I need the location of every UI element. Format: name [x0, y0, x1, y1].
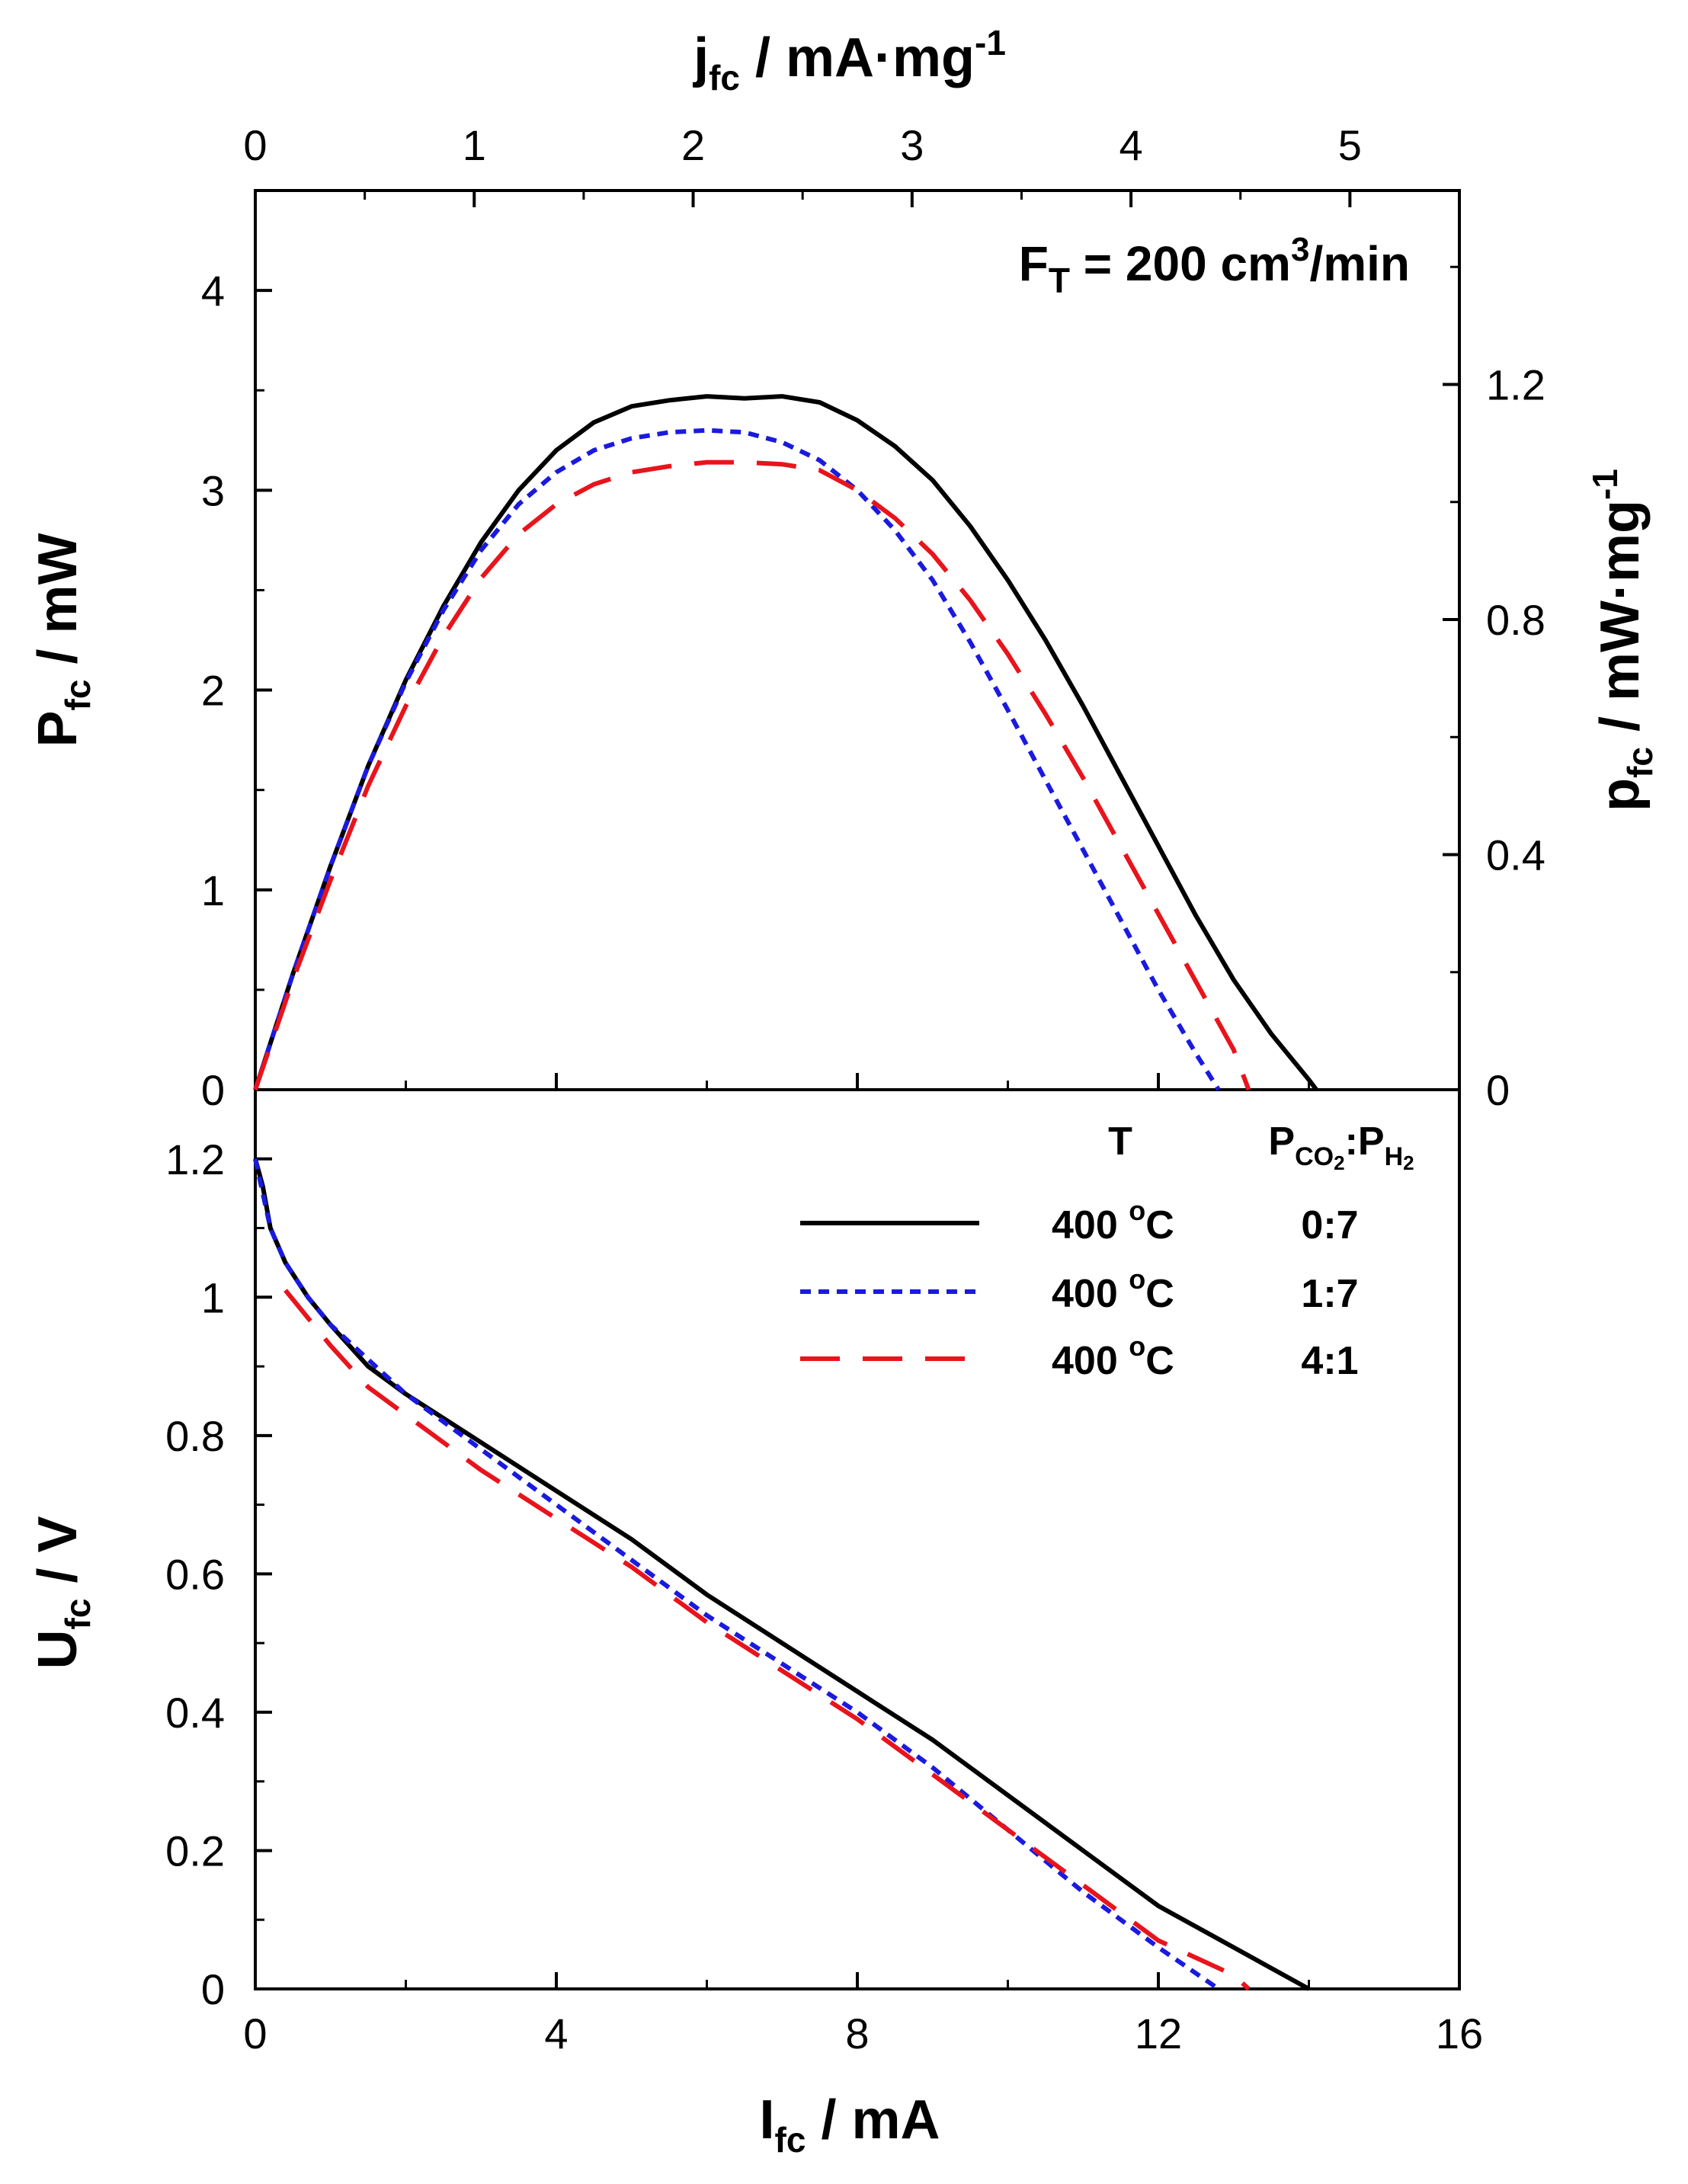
series-layer: [253, 394, 1318, 1991]
top-right-tick-label: 0.8: [1486, 596, 1545, 644]
legend-header-pressure-ratio: PCO2:PH2: [1268, 1119, 1414, 1174]
axes-layer: 0 4 8 12 160 1 2 3 4 50123400.40.81.200.20.40.60.…: [165, 121, 1545, 2058]
power-series-s2: [253, 428, 1221, 1091]
x-top-tick-label: 4: [1119, 121, 1143, 169]
x-top-tick-label: 0: [243, 121, 267, 169]
x-top-tick-label: 1: [463, 121, 486, 169]
legend-ratio-s3: 4:1: [1301, 1339, 1358, 1383]
x-top-tick-label: 3: [900, 121, 924, 169]
bottom-y-tick-label: 0.8: [165, 1412, 225, 1460]
x-tick-label: 0: [243, 2009, 267, 2058]
legend: T PCO2:PH2 400 oC 0:7 400 oC 1:7 400 oC …: [800, 1119, 1414, 1383]
top-y-tick-label: 0: [201, 1066, 225, 1114]
bottom-y-tick-label: 1.2: [165, 1135, 225, 1183]
top-y-tick-label: 4: [201, 267, 225, 315]
top-right-tick-label: 0: [1486, 1066, 1510, 1114]
top-y-axis-title: Pfc / mW: [27, 533, 98, 748]
top-right-tick-label: 1.2: [1486, 361, 1545, 409]
bottom-y-axis-title: Ufc / V: [27, 1516, 98, 1670]
legend-temp-s2: 400 oC: [1052, 1263, 1174, 1316]
legend-temp-s1: 400 oC: [1052, 1195, 1174, 1247]
legend-header-temperature: T: [1108, 1119, 1132, 1164]
x-top-axis-title: jfc / mA·mg-1: [692, 23, 1006, 98]
x-top-tick-label: 5: [1338, 121, 1362, 169]
bottom-y-tick-label: 0.2: [165, 1827, 225, 1875]
top-y-tick-label: 2: [201, 667, 225, 715]
top-y-tick-label: 3: [201, 466, 225, 514]
x-top-tick-label: 2: [681, 121, 705, 169]
bottom-y-tick-label: 0.6: [165, 1550, 225, 1598]
top-y-tick-label: 1: [201, 866, 225, 914]
power-series-s1: [253, 394, 1318, 1091]
voltage-series-s3: [283, 1289, 1251, 1991]
power-series-s3: [253, 460, 1251, 1091]
x-tick-label: 12: [1135, 2009, 1182, 2058]
legend-ratio-s1: 0:7: [1301, 1203, 1358, 1247]
top-right-tick-label: 0.4: [1486, 831, 1545, 879]
legend-ratio-s2: 1:7: [1301, 1272, 1358, 1316]
x-tick-label: 4: [544, 2009, 568, 2058]
flow-annotation: FT = 200 cm3/min: [1019, 231, 1410, 300]
x-tick-label: 16: [1436, 2009, 1483, 2058]
bottom-y-tick-label: 1: [201, 1273, 225, 1321]
x-axis-title: Ifc / mA: [760, 2090, 940, 2160]
top-right-axis-title: pfc / mW·mg-1: [1585, 469, 1660, 812]
legend-temp-s3: 400 oC: [1052, 1331, 1174, 1383]
bottom-y-tick-label: 0.4: [165, 1689, 225, 1737]
x-tick-label: 8: [845, 2009, 869, 2058]
bottom-y-tick-label: 0: [201, 1965, 225, 2013]
